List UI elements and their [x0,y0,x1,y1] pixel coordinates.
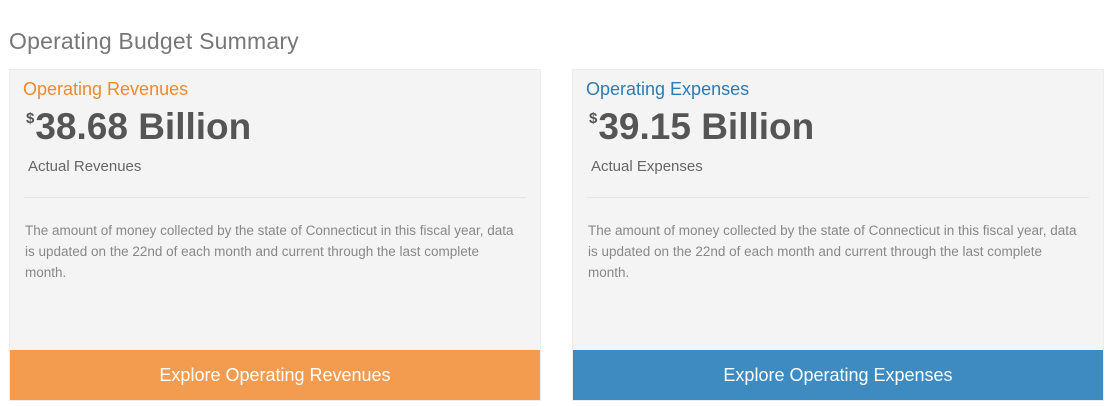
currency-symbol: $ [26,110,35,127]
currency-symbol: $ [589,110,598,127]
explore-operating-expenses-button[interactable]: Explore Operating Expenses [573,350,1103,400]
card-description: The amount of money collected by the sta… [588,223,1077,280]
card-title: Operating Revenues [23,79,189,99]
card-amount: $39.15 Billion [589,106,814,148]
card-amount: $38.68 Billion [26,106,251,148]
amount-value: 39.15 Billion [598,106,815,147]
divider [587,197,1089,198]
page-title: Operating Budget Summary [9,28,299,54]
operating-expenses-card: Operating Expenses $39.15 Billion Actual… [572,69,1104,401]
card-description: The amount of money collected by the sta… [25,223,514,280]
card-subtitle: Actual Expenses [591,158,703,175]
amount-value: 38.68 Billion [35,106,252,147]
divider [24,197,526,198]
explore-operating-revenues-button[interactable]: Explore Operating Revenues [10,350,540,400]
operating-revenues-card: Operating Revenues $38.68 Billion Actual… [9,69,541,401]
card-title: Operating Expenses [586,79,750,99]
card-subtitle: Actual Revenues [28,158,142,175]
